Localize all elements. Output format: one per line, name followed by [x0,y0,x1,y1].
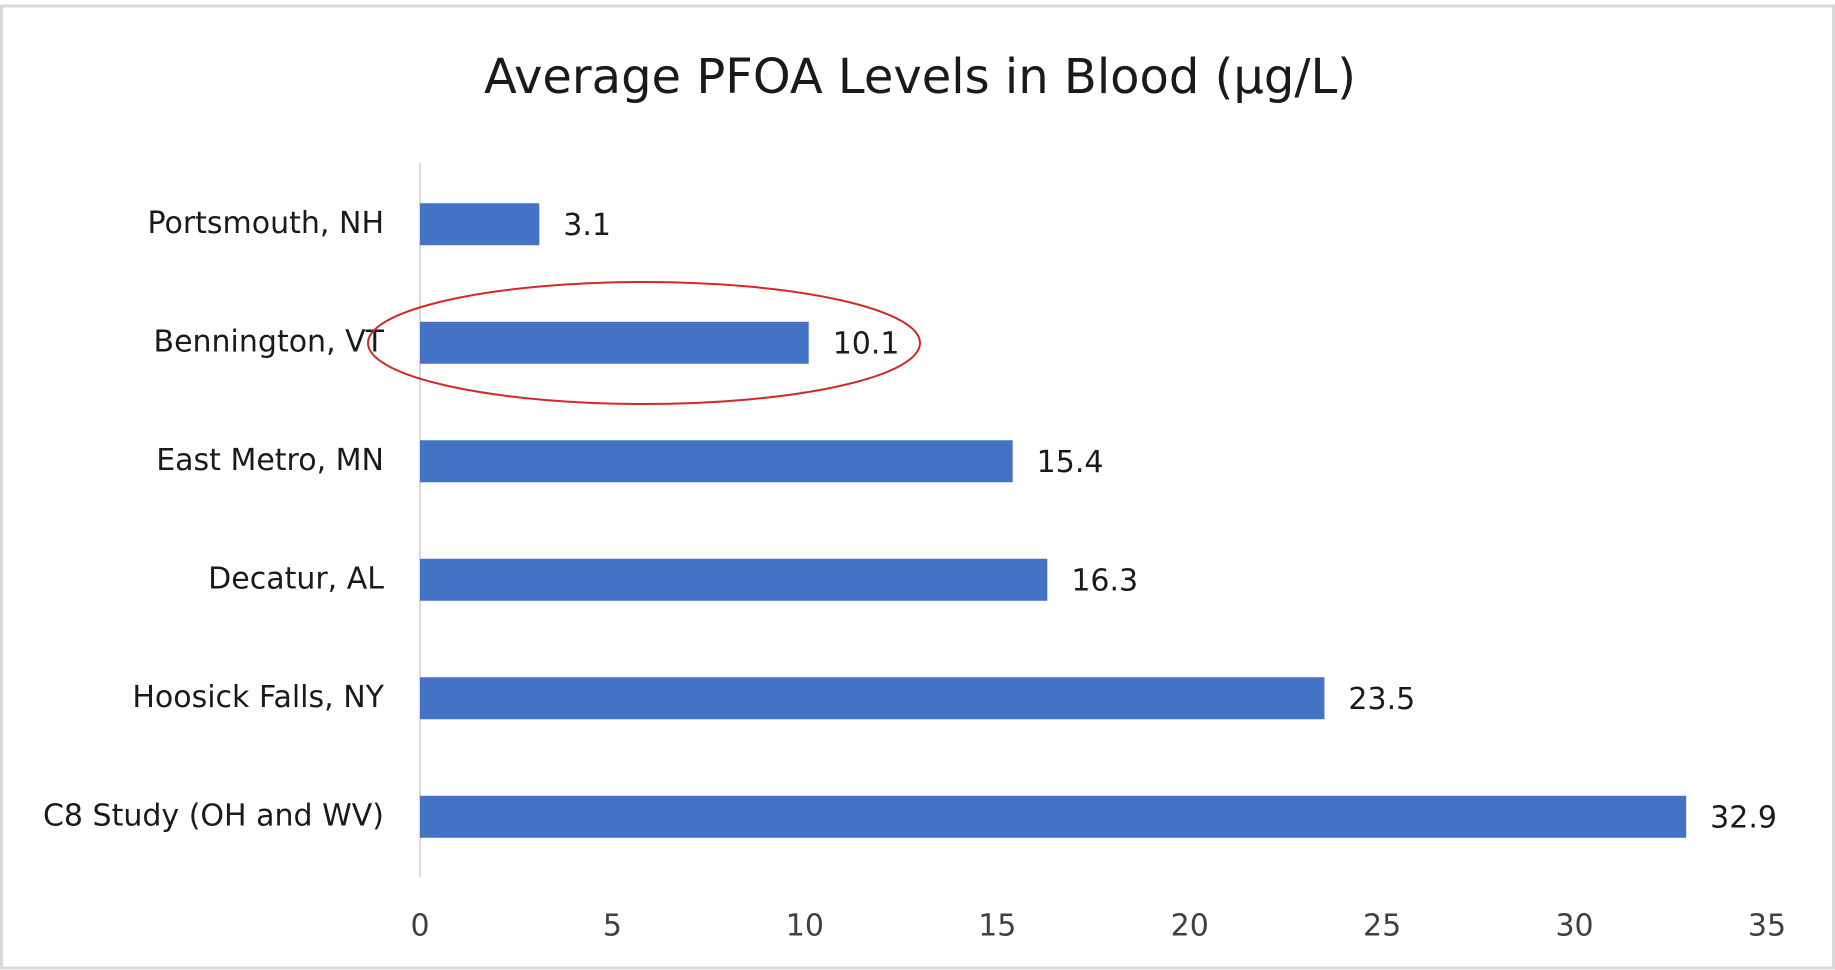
x-tick-label: 15 [978,909,1016,944]
data-label: 15.4 [1037,445,1104,480]
data-label: 3.1 [563,208,611,243]
y-tick-label: C8 Study (OH and WV) [43,798,384,833]
data-label: 16.3 [1071,563,1138,598]
x-tick-label: 20 [1171,909,1209,944]
chart-title: Average PFOA Levels in Blood (µg/L) [484,49,1356,105]
y-tick-label: Bennington, VT [153,324,384,359]
x-tick-label: 10 [786,909,824,944]
data-label: 10.1 [833,326,900,361]
x-tick-label: 25 [1363,909,1401,944]
bar [420,440,1013,483]
x-tick-label: 0 [410,909,429,944]
x-tick-label: 35 [1748,909,1786,944]
y-tick-label: Portsmouth, NH [147,206,384,241]
bar [420,677,1325,720]
y-tick-label: Hoosick Falls, NY [132,680,384,715]
highlight-ellipse [367,281,921,405]
plot-area: 0 5 10 15 20 25 30 35 Portsmouth, NH 3.1 Benningto… [43,203,1786,944]
y-tick-label: East Metro, MN [156,443,384,478]
bar [420,321,809,364]
data-label: 23.5 [1348,682,1415,717]
bar [420,558,1048,601]
y-tick-label: Decatur, AL [208,561,384,596]
data-label: 32.9 [1710,800,1777,835]
bar [420,203,540,246]
x-tick-label: 30 [1555,909,1593,944]
x-tick-label: 5 [603,909,622,944]
bar [420,795,1687,838]
